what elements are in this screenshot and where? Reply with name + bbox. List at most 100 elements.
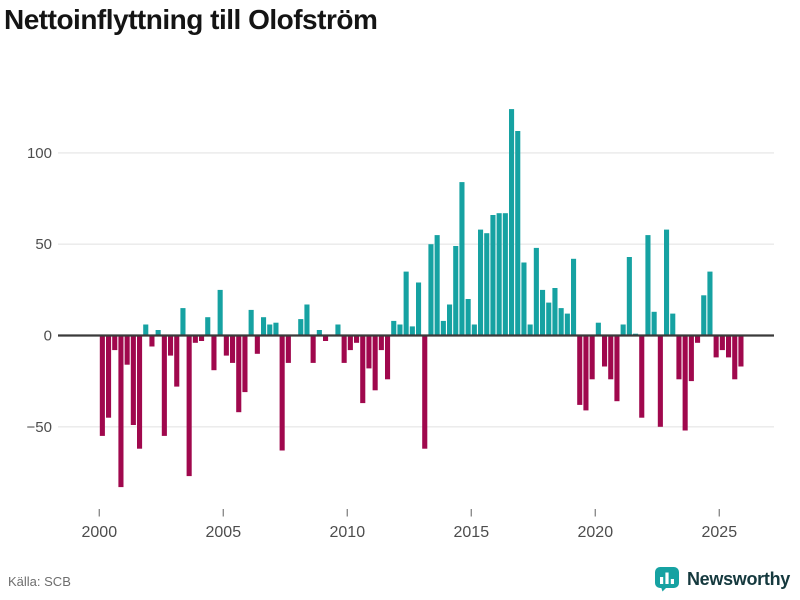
- bar-2019-Q2: [577, 335, 583, 405]
- bar-2022-Q3: [657, 335, 663, 427]
- bar-2006-Q4: [267, 324, 273, 336]
- bar-2006-Q1: [248, 309, 254, 336]
- bar-2003-Q4: [192, 335, 198, 343]
- bar-2002-Q3: [161, 335, 167, 436]
- bar-2016-Q4: [515, 131, 521, 336]
- bar-2016-Q1: [496, 213, 502, 336]
- bar-2007-Q2: [279, 335, 285, 451]
- bar-2000-Q3: [112, 335, 118, 351]
- newsworthy-logo: Newsworthy: [654, 566, 790, 592]
- bar-2019-Q1: [571, 258, 577, 336]
- x-tick-label-2000: 2000: [82, 524, 118, 541]
- bar-2021-Q4: [639, 335, 645, 418]
- bar-2007-Q3: [285, 335, 291, 363]
- bar-2025-Q1: [719, 335, 725, 351]
- bar-2020-Q3: [608, 335, 614, 380]
- bar-2011-Q2: [378, 335, 384, 351]
- bar-2005-Q2: [230, 335, 236, 363]
- bar-2018-Q4: [564, 313, 570, 336]
- bar-2013-Q3: [434, 235, 440, 336]
- bar-2010-Q3: [360, 335, 366, 404]
- bar-2004-Q1: [199, 335, 205, 341]
- bar-2023-Q2: [676, 335, 682, 380]
- bar-2023-Q3: [682, 335, 688, 431]
- bar-2018-Q3: [558, 308, 564, 336]
- bar-2001-Q1: [124, 335, 130, 365]
- x-tick-label-2015: 2015: [454, 524, 490, 541]
- bar-2017-Q4: [540, 289, 546, 336]
- brand-wordmark: Newsworthy: [686, 568, 790, 589]
- bar-2020-Q1: [595, 322, 601, 336]
- bar-2024-Q2: [701, 295, 707, 336]
- bar-2004-Q2: [205, 317, 211, 336]
- newsworthy-icon: [654, 567, 679, 592]
- bar-2000-Q2: [106, 335, 112, 418]
- bar-2007-Q1: [273, 322, 279, 336]
- bar-2019-Q4: [589, 335, 595, 380]
- bar-2011-Q1: [372, 335, 378, 391]
- bar-2024-Q3: [707, 271, 713, 336]
- bar-2017-Q2: [527, 324, 533, 336]
- source-label: Källa: SCB: [8, 574, 71, 589]
- x-tick-label-2005: 2005: [206, 524, 242, 541]
- bar-2002-Q1: [149, 335, 155, 347]
- y-tick-label--50: −50: [27, 419, 52, 436]
- bar-2003-Q2: [180, 308, 186, 336]
- x-tick-label-2025: 2025: [702, 524, 738, 541]
- bar-2018-Q1: [546, 302, 552, 336]
- bar-2011-Q4: [391, 320, 397, 336]
- bar-2000-Q4: [118, 335, 124, 488]
- bar-2010-Q2: [354, 335, 360, 343]
- x-tick-label-2010: 2010: [330, 524, 366, 541]
- bar-2008-Q2: [304, 304, 310, 336]
- bar-2015-Q1: [471, 324, 477, 336]
- bar-2009-Q3: [335, 324, 341, 336]
- bar-2012-Q1: [397, 324, 403, 336]
- bar-2014-Q3: [459, 182, 465, 336]
- bar-2006-Q3: [261, 317, 267, 336]
- bar-2005-Q4: [242, 335, 248, 393]
- bar-2019-Q3: [583, 335, 589, 411]
- bar-2025-Q2: [726, 335, 732, 358]
- bar-2001-Q3: [137, 335, 143, 449]
- bar-2012-Q3: [409, 326, 415, 336]
- bar-2002-Q2: [155, 330, 161, 336]
- bar-2002-Q4: [168, 335, 174, 356]
- bar-2012-Q2: [403, 271, 409, 336]
- bar-2013-Q2: [428, 244, 434, 336]
- bar-2016-Q3: [509, 109, 515, 336]
- bar-2008-Q4: [316, 330, 322, 336]
- bar-2009-Q4: [341, 335, 347, 363]
- bar-2023-Q1: [670, 313, 676, 336]
- bar-2016-Q2: [502, 213, 508, 336]
- bar-2024-Q1: [695, 335, 701, 343]
- bar-2014-Q2: [453, 246, 459, 336]
- bar-2003-Q3: [186, 335, 192, 477]
- y-tick-label-50: 50: [35, 236, 52, 253]
- y-tick-label-0: 0: [44, 328, 52, 345]
- bar-2013-Q4: [440, 320, 446, 336]
- page-title: Nettoinflyttning till Olofström: [4, 4, 378, 35]
- bar-2013-Q1: [422, 335, 428, 449]
- bar-2025-Q3: [732, 335, 738, 380]
- bar-2004-Q4: [217, 289, 223, 336]
- bar-2005-Q1: [223, 335, 229, 356]
- bar-2005-Q3: [236, 335, 242, 413]
- bar-2008-Q1: [298, 319, 304, 336]
- bar-2012-Q4: [416, 282, 422, 336]
- bar-2000-Q1: [99, 335, 105, 436]
- bar-2021-Q2: [626, 257, 632, 336]
- bar-2025-Q4: [738, 335, 744, 367]
- bar-2021-Q1: [620, 324, 626, 336]
- bar-2003-Q1: [174, 335, 180, 387]
- bar-2020-Q4: [614, 335, 620, 402]
- bar-2008-Q3: [310, 335, 316, 363]
- x-tick-label-2020: 2020: [578, 524, 614, 541]
- bar-2017-Q1: [521, 262, 527, 336]
- bar-2001-Q2: [130, 335, 136, 425]
- bar-2011-Q3: [385, 335, 391, 380]
- bar-2001-Q4: [143, 324, 149, 336]
- bar-2017-Q3: [533, 247, 539, 336]
